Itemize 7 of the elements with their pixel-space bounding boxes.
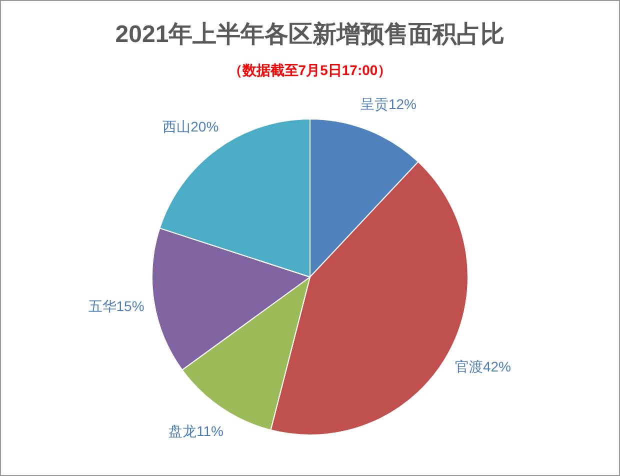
slice-label: 官渡42%	[454, 358, 512, 375]
slice-label: 呈贡12%	[360, 96, 416, 112]
chart-title: 2021年上半年各区新增预售面积占比	[115, 21, 505, 48]
chart-subtitle: （数据截至7月5日17:00）	[228, 62, 392, 78]
slice-label: 西山20%	[162, 118, 219, 135]
slice-label: 盘龙11%	[168, 422, 224, 439]
slice-label: 五华15%	[88, 298, 144, 314]
